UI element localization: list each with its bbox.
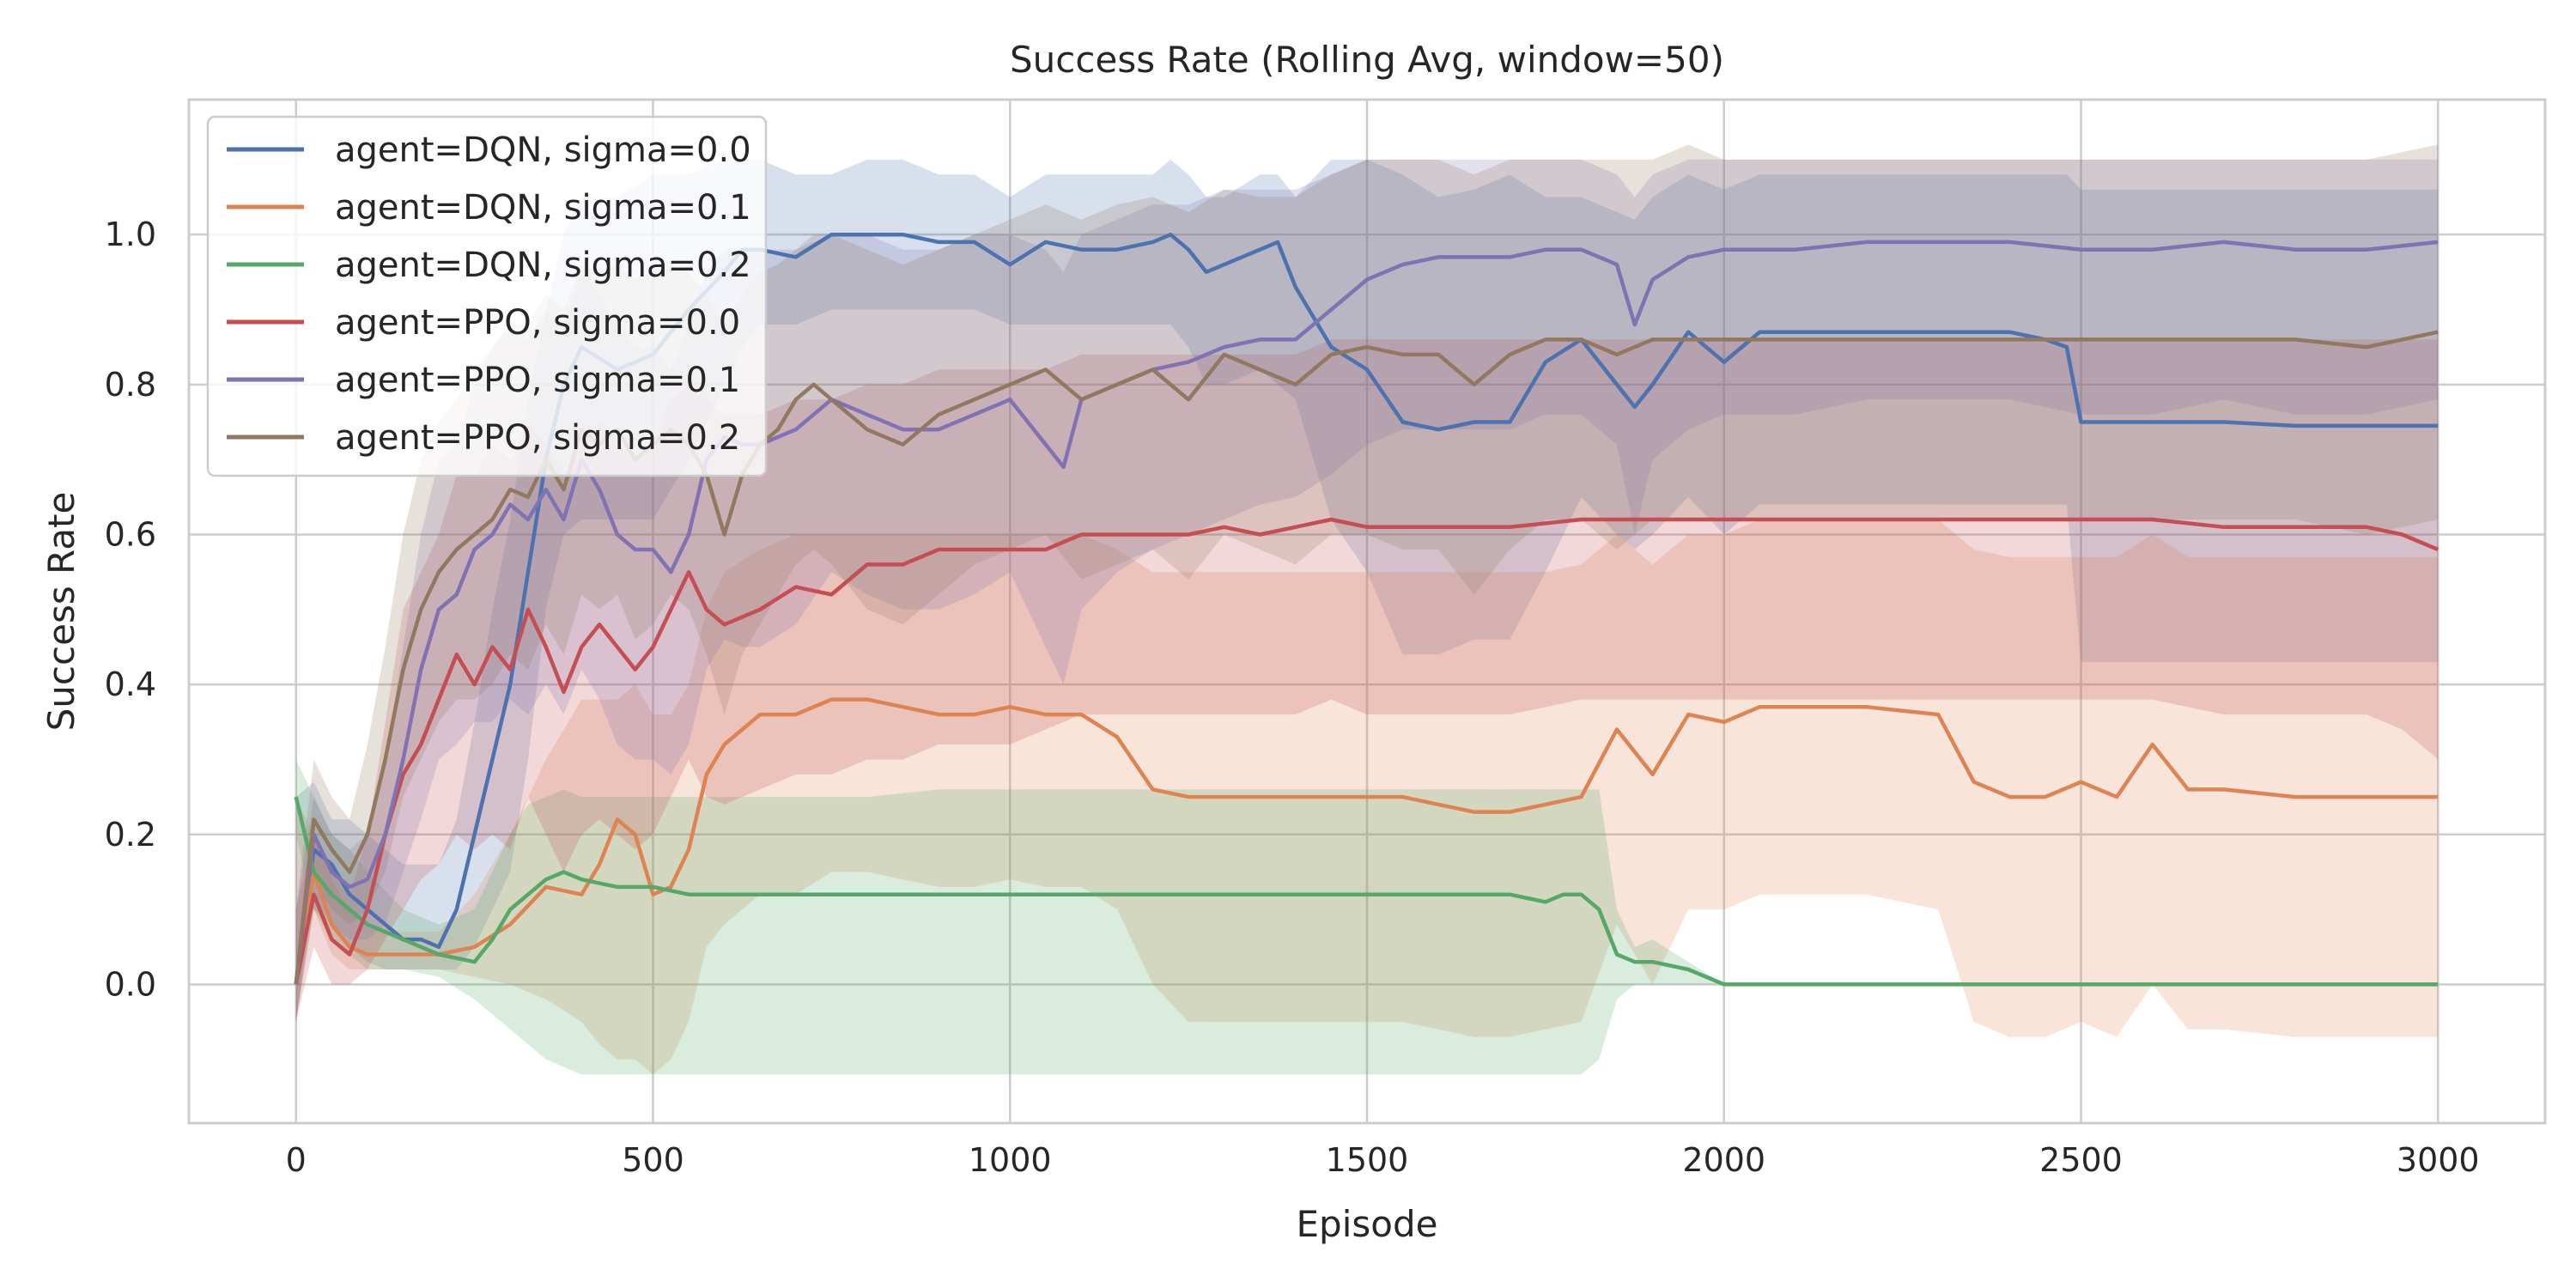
x-tick-label: 1500 (1326, 1141, 1409, 1179)
legend-label: agent=PPO, sigma=0.0 (335, 303, 740, 343)
legend-label: agent=PPO, sigma=0.2 (335, 418, 740, 458)
series-band-4 (295, 159, 2439, 1023)
x-tick-label: 2500 (2039, 1141, 2123, 1179)
x-tick-label: 2000 (1682, 1141, 1765, 1179)
legend-label: agent=DQN, sigma=0.1 (335, 188, 751, 228)
x-tick-label: 1000 (969, 1141, 1052, 1179)
plot-frame (187, 98, 2547, 1125)
y-tick-label: 0.2 (105, 816, 156, 854)
series-line-3 (294, 517, 2439, 985)
series-band-0 (295, 159, 2439, 1023)
legend-label: agent=DQN, sigma=0.0 (335, 131, 751, 170)
series-line-2 (294, 796, 2439, 987)
y-tick-label: 0.8 (105, 366, 156, 404)
series-band-5 (295, 144, 2439, 1023)
x-axis-label: Episode (1297, 1203, 1438, 1245)
legend-box (206, 115, 768, 477)
legend: agent=DQN, sigma=0.0 agent=DQN, sigma=0.1… (206, 115, 768, 477)
x-tick-label: 0 (286, 1141, 307, 1179)
chart-title: Success Rate (Rolling Avg, window=50) (1010, 39, 1724, 81)
series-lines (294, 232, 2439, 987)
x-tick-label: 500 (622, 1141, 684, 1179)
legend-label: agent=PPO, sigma=0.1 (335, 361, 740, 400)
series-line-1 (294, 697, 2439, 985)
tick-labels: 0 500 1000 1500 2000 2500 3000 0.0 0.2 0.4 0.6 0.8 1… (105, 216, 2480, 1179)
x-tick-label: 3000 (2397, 1141, 2480, 1179)
y-tick-label: 0.4 (105, 665, 156, 703)
y-tick-label: 0.6 (105, 515, 156, 553)
y-tick-label: 0.0 (105, 965, 156, 1003)
series-band-3 (295, 339, 2439, 1023)
series-line-0 (294, 232, 2439, 985)
y-axis-label: Success Rate (40, 492, 82, 732)
series-line-4 (294, 240, 2439, 985)
legend-label: agent=DQN, sigma=0.2 (335, 246, 751, 285)
y-tick-label: 1.0 (105, 216, 156, 253)
series-line-5 (294, 330, 2439, 985)
series-band-2 (295, 759, 2439, 1075)
